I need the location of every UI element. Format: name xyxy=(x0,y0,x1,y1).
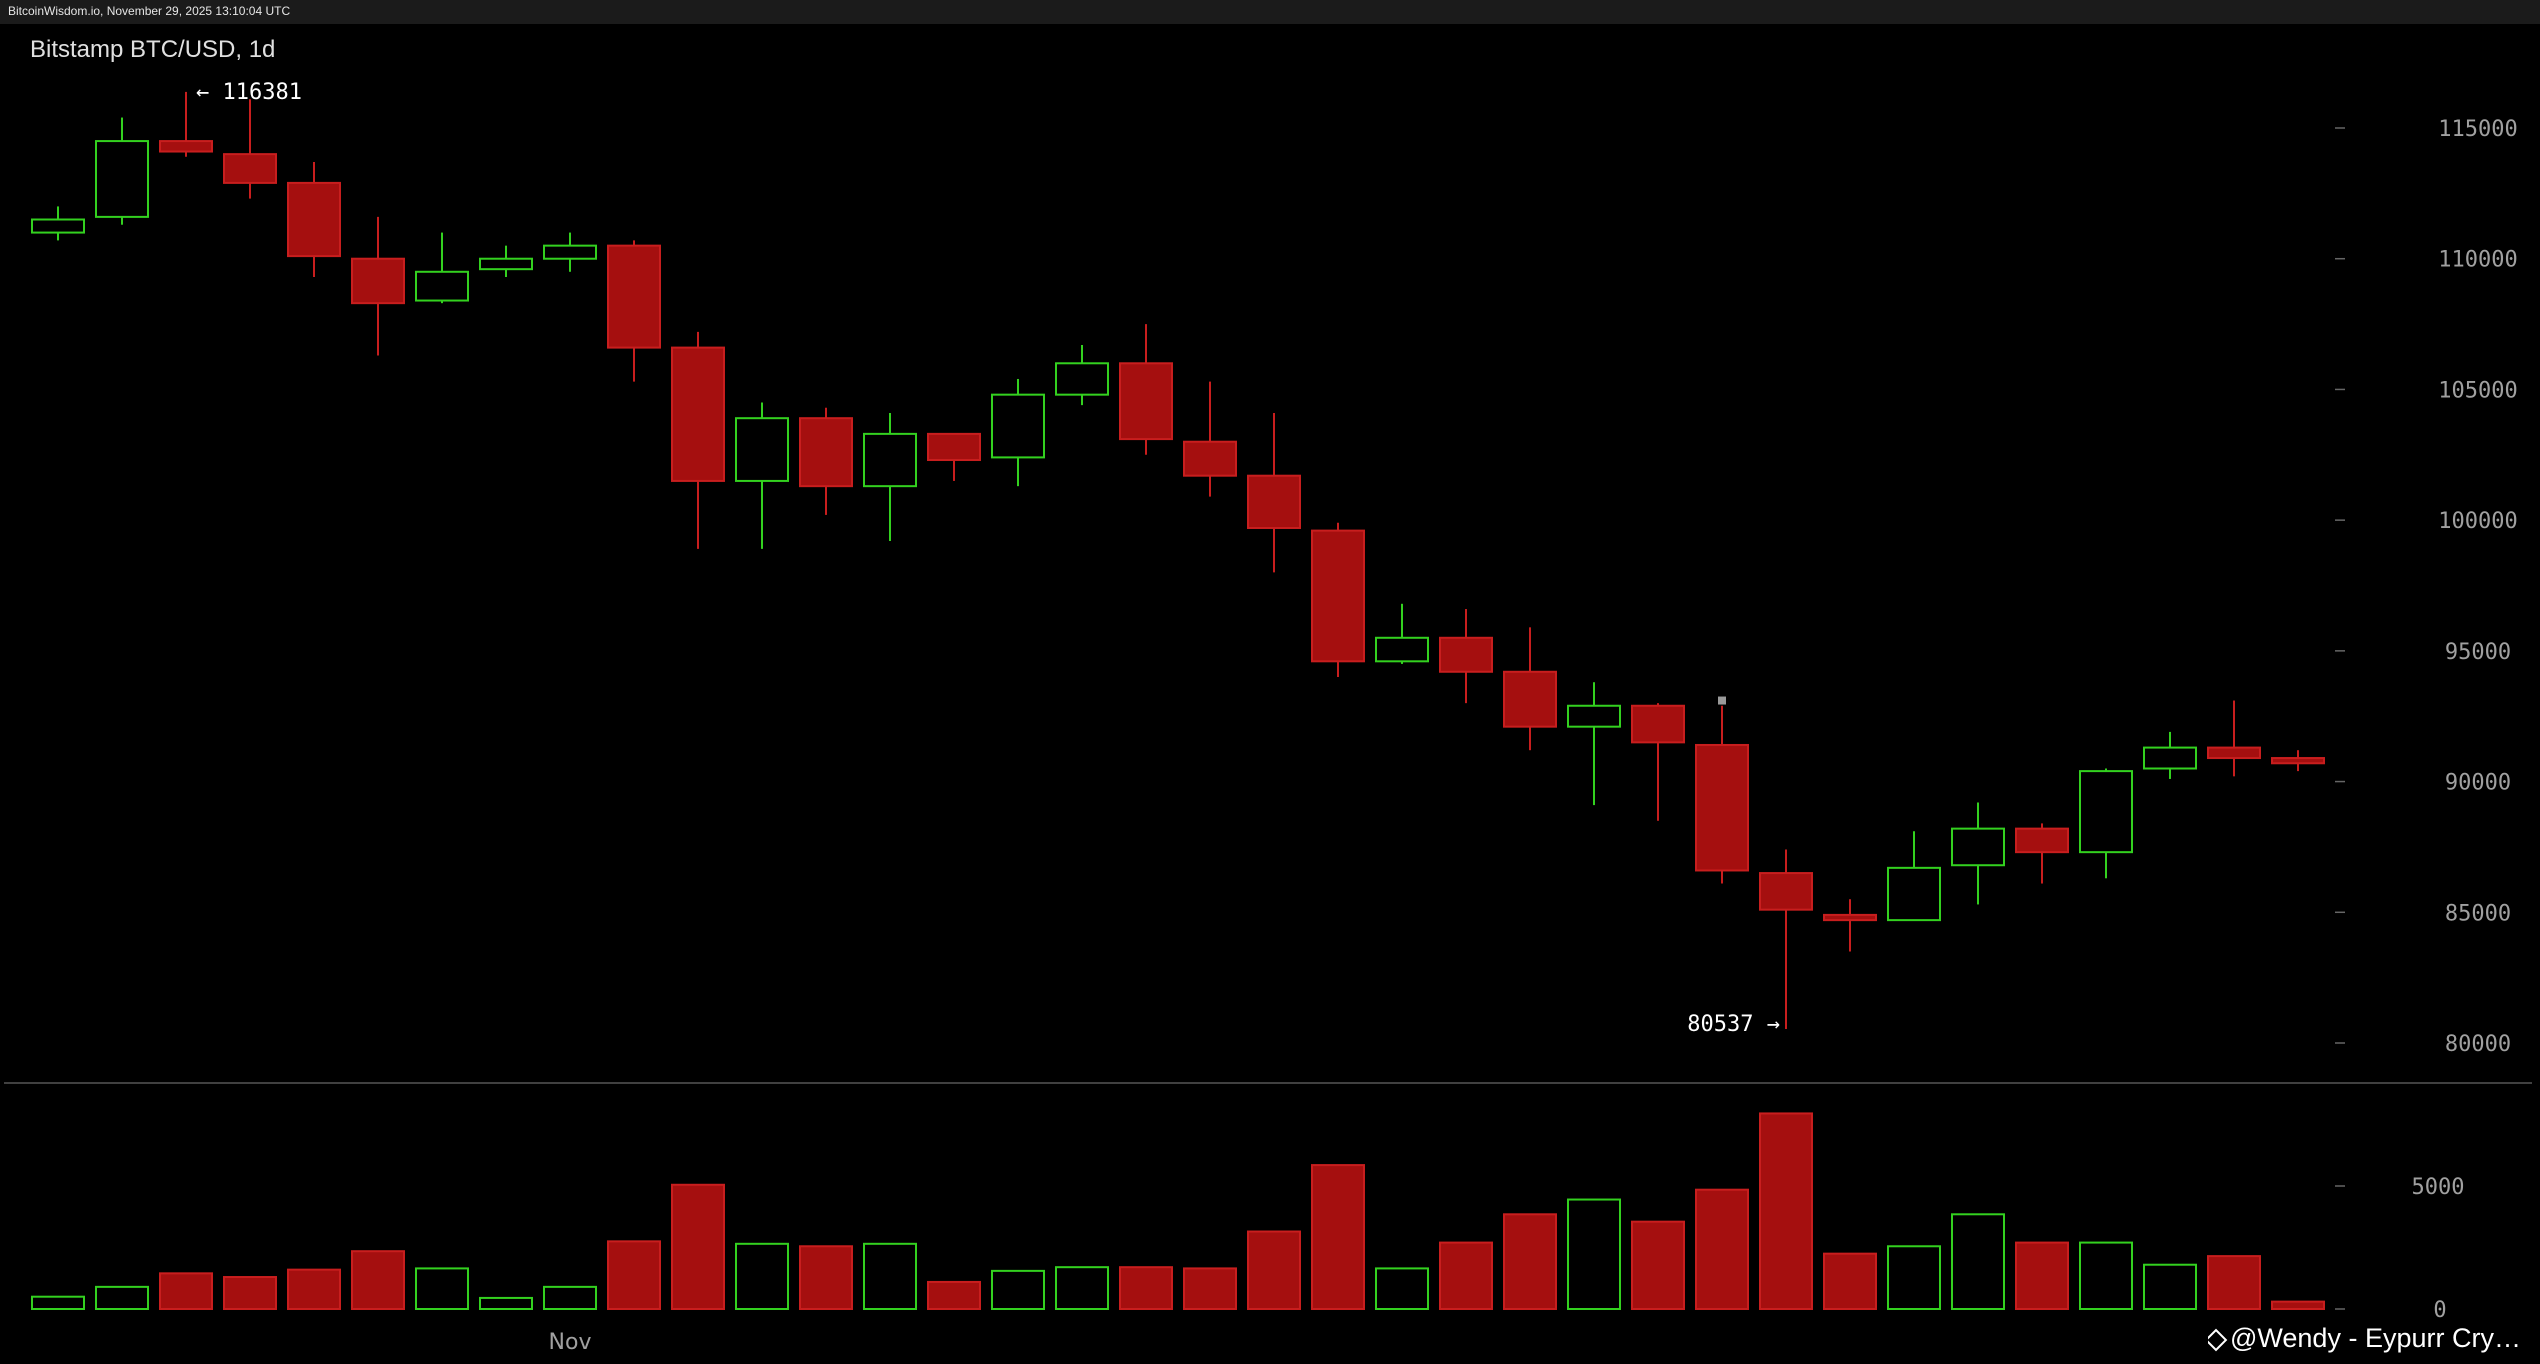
volume-bar xyxy=(1055,1266,1109,1311)
candle-body xyxy=(1247,474,1301,529)
candle-body xyxy=(1055,362,1109,396)
candle-body xyxy=(1503,670,1557,728)
candle-body xyxy=(543,244,597,260)
volume-bar xyxy=(1759,1112,1813,1311)
volume-bar xyxy=(1247,1230,1301,1311)
price-tick-label: 115000 xyxy=(2438,117,2517,142)
candle-body xyxy=(671,346,725,482)
volume-bar xyxy=(1183,1267,1237,1311)
price-tick-label: 110000 xyxy=(2438,248,2517,273)
candle-body xyxy=(1183,440,1237,477)
candle-body xyxy=(1887,866,1941,922)
volume-bar xyxy=(2271,1300,2325,1310)
candle-body xyxy=(159,140,213,153)
volume-bar xyxy=(927,1280,981,1310)
volume-bar xyxy=(671,1183,725,1311)
volume-bar xyxy=(1439,1241,1493,1310)
source-bar: BitcoinWisdom.io, November 29, 2025 13:1… xyxy=(0,0,2540,24)
price-tick-label: 95000 xyxy=(2445,640,2511,665)
volume-bar xyxy=(351,1250,405,1310)
volume-bar xyxy=(287,1268,341,1311)
candle-body xyxy=(95,140,149,218)
candle-body xyxy=(223,153,277,184)
candle-body xyxy=(31,218,85,234)
volume-bar xyxy=(1375,1267,1429,1311)
volume-bar xyxy=(31,1295,85,1310)
price-tick-label: 80000 xyxy=(2445,1032,2511,1057)
volume-bar xyxy=(607,1240,661,1310)
volume-bar xyxy=(2207,1255,2261,1310)
candle-body xyxy=(1631,704,1685,744)
volume-bar xyxy=(1887,1245,1941,1311)
candle-body xyxy=(351,257,405,305)
price-tick-label: 85000 xyxy=(2445,901,2511,926)
candle-body xyxy=(799,417,853,488)
volume-tick-label: 0 xyxy=(2433,1298,2446,1323)
candle-body xyxy=(415,270,469,302)
volume-bar xyxy=(1951,1213,2005,1311)
candle-body xyxy=(1119,362,1173,441)
volume-bar xyxy=(2143,1263,2197,1310)
candle-body xyxy=(2271,757,2325,765)
candle-body xyxy=(1951,827,2005,867)
marker-square xyxy=(1718,696,1726,705)
volume-bar xyxy=(95,1285,149,1310)
price-tick-label: 105000 xyxy=(2438,378,2517,403)
candle-body xyxy=(1311,529,1365,663)
volume-bar xyxy=(479,1296,533,1311)
price-tick-label: 100000 xyxy=(2438,509,2517,534)
volume-bar xyxy=(1311,1164,1365,1310)
volume-bar xyxy=(1631,1220,1685,1311)
candle-body xyxy=(479,257,533,271)
volume-bar xyxy=(1695,1188,1749,1310)
candle-body xyxy=(1823,913,1877,922)
volume-bar xyxy=(159,1272,213,1310)
candle-body xyxy=(1375,636,1429,663)
volume-bar xyxy=(1503,1213,1557,1311)
volume-bar xyxy=(863,1242,917,1311)
volume-bar xyxy=(2015,1241,2069,1310)
volume-bar xyxy=(543,1285,597,1310)
candle-body xyxy=(991,393,1045,459)
candle-body xyxy=(1695,743,1749,872)
watermark: @Wendy - Eypurr Crypt... xyxy=(2208,1323,2532,1354)
candle-body xyxy=(2015,827,2069,854)
candle-body xyxy=(287,181,341,258)
candle-body xyxy=(2143,746,2197,770)
chart-title: Bitstamp BTC/USD, 1d xyxy=(30,36,276,63)
volume-bar xyxy=(991,1269,1045,1310)
candle-body xyxy=(1567,704,1621,728)
volume-tick-label: 5000 xyxy=(2412,1175,2465,1200)
volume-bar xyxy=(799,1245,853,1311)
volume-bar xyxy=(1567,1198,1621,1311)
candle-body xyxy=(1759,872,1813,911)
volume-bar xyxy=(415,1267,469,1311)
volume-bar xyxy=(1823,1252,1877,1311)
candle-body xyxy=(2207,746,2261,760)
source-text: BitcoinWisdom.io, November 29, 2025 13:1… xyxy=(8,4,291,18)
low-annotation: 80537 → xyxy=(1687,1012,1780,1037)
volume-bar xyxy=(2079,1241,2133,1310)
volume-bar xyxy=(735,1242,789,1311)
high-annotation: ← 116381 xyxy=(196,80,302,105)
candle-body xyxy=(863,432,917,488)
candle-body xyxy=(927,432,981,462)
candle-body xyxy=(1439,636,1493,673)
candle-body xyxy=(2079,770,2133,854)
price-tick-label: 90000 xyxy=(2445,771,2511,796)
diamond-icon xyxy=(2208,1328,2228,1352)
watermark-text: @Wendy - Eypurr Crypt... xyxy=(2230,1323,2532,1353)
candle-body xyxy=(607,244,661,349)
chart-panel xyxy=(4,24,2532,1360)
volume-bar xyxy=(223,1276,277,1311)
volume-bar xyxy=(1119,1266,1173,1311)
x-axis-label: Nov xyxy=(549,1330,592,1355)
candle-body xyxy=(735,417,789,482)
